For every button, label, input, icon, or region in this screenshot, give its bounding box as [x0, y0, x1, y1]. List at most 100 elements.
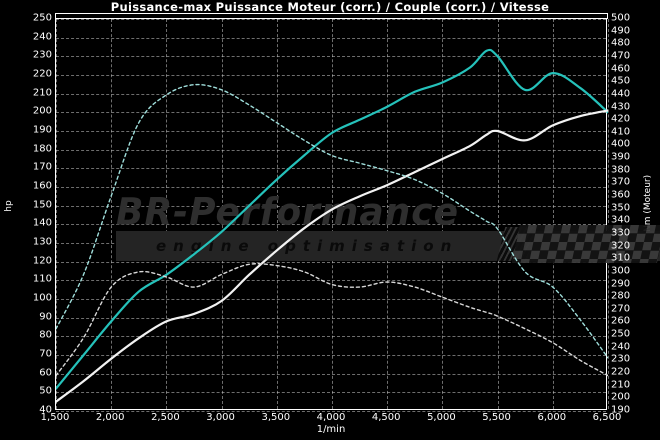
y-axis-right-tick: 400: [611, 138, 631, 150]
y-axis-right-tick: 280: [611, 290, 631, 302]
y-axis-right-tick: 290: [611, 278, 631, 290]
y-axis-right-tick: 210: [611, 379, 631, 391]
y-axis-right-tick: 500: [611, 12, 631, 24]
gridline-horizontal: [56, 373, 606, 375]
y-axis-left-tick: 100: [32, 292, 52, 304]
y-axis-right-tick: 320: [611, 240, 631, 252]
x-axis-tick: 6,500: [592, 412, 622, 423]
y-axis-right-tick: 480: [611, 37, 631, 49]
curve-layer: [56, 48, 608, 403]
y-axis-right-tick: 220: [611, 366, 631, 378]
x-axis-tick: 6,000: [537, 412, 567, 423]
gridline-vertical: [552, 19, 554, 409]
gridline-horizontal: [56, 205, 606, 207]
gridline-vertical: [111, 19, 113, 409]
y-axis-right-tick: 360: [611, 189, 631, 201]
gridline-vertical: [387, 19, 389, 409]
y-axis-left-tick: 180: [32, 143, 52, 155]
gridline-vertical: [166, 19, 168, 409]
gridline-horizontal: [56, 336, 606, 338]
y-axis-right-tick: 440: [611, 88, 631, 100]
gridline-vertical: [442, 19, 444, 409]
y-axis-right-tick: 330: [611, 227, 631, 239]
y-axis-left-tick: 240: [32, 31, 52, 43]
gridline-horizontal: [56, 75, 606, 76]
gridline-horizontal: [56, 187, 606, 188]
gridline-vertical: [221, 19, 223, 409]
y-axis-right-tick: 410: [611, 126, 631, 138]
y-axis-left-tick: 160: [32, 180, 52, 192]
y-axis-left-tick: 190: [32, 124, 52, 136]
gridline-vertical: [276, 19, 278, 409]
curve-series-2: [56, 83, 608, 359]
y-axis-right-tick: 260: [611, 315, 631, 327]
x-axis-tick: 3,000: [206, 412, 235, 423]
y-axis-left-tick: 110: [32, 273, 52, 285]
x-axis-tick: 4,000: [316, 412, 346, 423]
curve-series-1: [56, 109, 608, 403]
gridline-horizontal: [56, 280, 606, 282]
x-axis-tick: 5,500: [482, 412, 511, 423]
gridline-horizontal: [56, 355, 606, 356]
y-axis-left-tick: 200: [32, 105, 52, 117]
y-axis-left-tick: 210: [32, 87, 52, 99]
y-axis-right-tick: 250: [611, 328, 631, 340]
x-axis-label: 1/min: [316, 424, 346, 435]
gridline-horizontal: [56, 299, 606, 300]
gridline-vertical: [56, 19, 57, 409]
y-axis-right-tick: 240: [611, 341, 631, 353]
y-axis-right-tick: 270: [611, 303, 631, 315]
y-axis-right-tick: 190: [611, 404, 631, 416]
x-axis-tick: 5,000: [427, 412, 456, 423]
gridline-horizontal: [56, 261, 606, 263]
y-axis-right-tick: 310: [611, 252, 631, 264]
chart-frame-top: [55, 13, 608, 19]
x-axis-tick: 4,500: [371, 412, 401, 423]
y-axis-right-tick: 460: [611, 63, 631, 75]
y-axis-left-tick: 90: [39, 311, 52, 323]
y-axis-left-tick: 130: [32, 236, 52, 248]
gridline-horizontal: [56, 317, 606, 319]
y-axis-right-tick: 230: [611, 353, 631, 365]
y-axis-left-tick: 220: [32, 68, 52, 80]
y-axis-right-tick: 340: [611, 214, 631, 226]
y-axis-right-tick: 470: [611, 50, 631, 62]
gridline-horizontal: [56, 411, 606, 412]
y-axis-left-tick: 140: [32, 217, 52, 229]
y-axis-left-tick: 250: [32, 12, 52, 24]
y-axis-left-tick: 150: [32, 199, 52, 211]
gridline-horizontal: [56, 224, 606, 226]
x-axis-tick: 2,000: [95, 412, 125, 423]
y-axis-left-tick: 170: [32, 161, 52, 173]
chart-title: Puissance-max Puissance Moteur (corr.) /…: [110, 0, 550, 14]
gridline-horizontal: [56, 112, 606, 114]
y-axis-right-tick: 380: [611, 164, 631, 176]
y-axis-right-tick: 390: [611, 151, 631, 163]
gridline-horizontal: [56, 392, 606, 394]
gridline-vertical: [608, 19, 609, 409]
gridline-horizontal: [56, 131, 606, 132]
gridline-vertical: [497, 19, 499, 409]
gridline-horizontal: [56, 93, 606, 95]
y-axis-right-tick: 370: [611, 176, 631, 188]
gridline-horizontal: [56, 19, 606, 20]
y-axis-left-tick: 60: [39, 367, 52, 379]
y-axis-right-tick: 450: [611, 75, 631, 87]
x-axis-tick: 3,500: [261, 412, 291, 423]
y-axis-left-tick: 70: [39, 348, 52, 360]
gridline-horizontal: [56, 149, 606, 151]
y-axis-right-tick: 420: [611, 113, 631, 125]
y-axis-left-tick: 230: [32, 49, 52, 61]
y-axis-right-tick: 350: [611, 202, 631, 214]
gridline-horizontal: [56, 37, 606, 39]
y-axis-right-tick: 430: [611, 101, 631, 113]
y-axis-right-tick: 300: [611, 265, 631, 277]
y-axis-right-tick: 200: [611, 391, 631, 403]
x-axis-tick: 1,500: [40, 412, 70, 423]
y-axis-left-tick: 120: [32, 255, 52, 267]
gridline-horizontal: [56, 56, 606, 58]
y-axis-right-tick: 490: [611, 25, 631, 37]
curve-series-0: [56, 48, 608, 390]
y-axis-left-tick: 40: [39, 404, 52, 416]
